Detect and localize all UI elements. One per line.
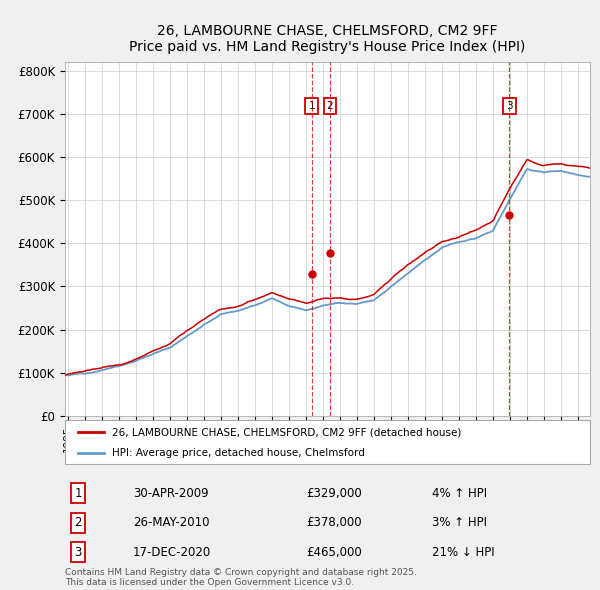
Text: £329,000: £329,000	[307, 487, 362, 500]
Text: 17-DEC-2020: 17-DEC-2020	[133, 546, 211, 559]
Text: 4% ↑ HPI: 4% ↑ HPI	[432, 487, 487, 500]
Text: 30-APR-2009: 30-APR-2009	[133, 487, 209, 500]
Text: Contains HM Land Registry data © Crown copyright and database right 2025.
This d: Contains HM Land Registry data © Crown c…	[65, 568, 416, 587]
Text: 3% ↑ HPI: 3% ↑ HPI	[432, 516, 487, 529]
Text: £465,000: £465,000	[307, 546, 362, 559]
Text: 2: 2	[327, 101, 334, 111]
Title: 26, LAMBOURNE CHASE, CHELMSFORD, CM2 9FF
Price paid vs. HM Land Registry's House: 26, LAMBOURNE CHASE, CHELMSFORD, CM2 9FF…	[129, 24, 526, 54]
Text: 1: 1	[74, 487, 82, 500]
Text: 3: 3	[506, 101, 512, 111]
Text: 1: 1	[308, 101, 315, 111]
Text: 3: 3	[74, 546, 82, 559]
Text: 26-MAY-2010: 26-MAY-2010	[133, 516, 209, 529]
Text: £378,000: £378,000	[307, 516, 362, 529]
Text: 26, LAMBOURNE CHASE, CHELMSFORD, CM2 9FF (detached house): 26, LAMBOURNE CHASE, CHELMSFORD, CM2 9FF…	[112, 428, 461, 437]
Text: 2: 2	[74, 516, 82, 529]
Text: 21% ↓ HPI: 21% ↓ HPI	[432, 546, 495, 559]
Text: HPI: Average price, detached house, Chelmsford: HPI: Average price, detached house, Chel…	[112, 448, 365, 458]
